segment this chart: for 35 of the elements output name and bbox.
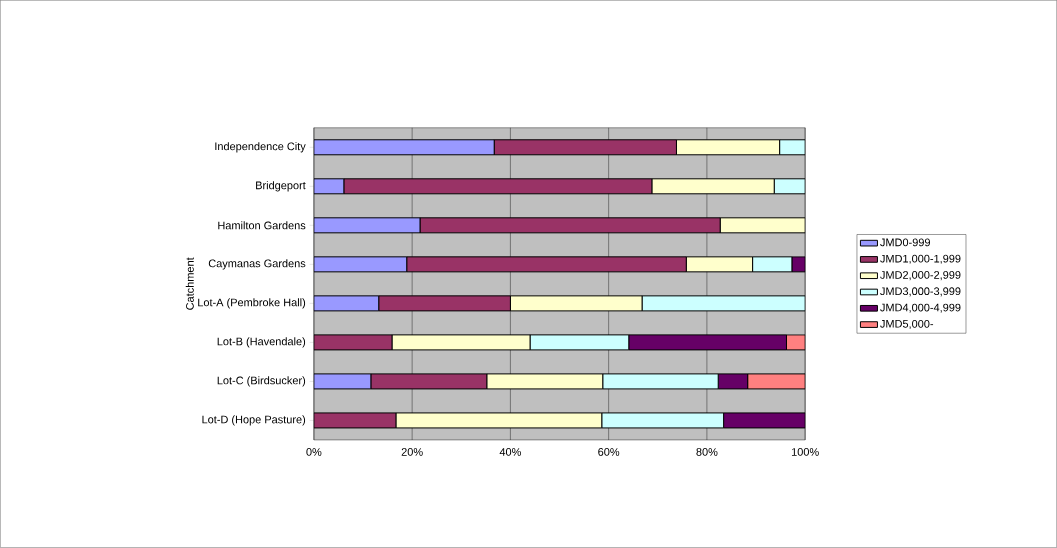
x-tick-label: 80% <box>696 448 718 456</box>
bar <box>773 178 806 195</box>
bar <box>752 256 793 273</box>
y-tick-label: Hamilton Gardens <box>218 221 306 230</box>
x-tick-label: 20% <box>401 448 423 456</box>
y-tick-label: Lot-A (Pembroke Hall) <box>198 298 306 309</box>
y-tick-label: Lot-B (Havendale) <box>217 337 306 348</box>
bar <box>313 256 408 273</box>
y-tick-label: Bridgeport <box>256 181 306 192</box>
bar <box>406 256 687 273</box>
bar <box>719 217 806 234</box>
bar <box>675 139 781 156</box>
legend-label: JMD1,000-1,999 <box>880 254 961 264</box>
x-tick-label: 0% <box>306 448 322 456</box>
y-tick-label: Lot-D (Hope Pasture) <box>202 415 306 426</box>
bar <box>685 256 754 273</box>
y-tick-label: Lot-C (Birdsucker) <box>217 376 306 387</box>
bar <box>419 217 721 234</box>
bar <box>651 178 775 195</box>
x-tick-label: 40% <box>499 448 521 456</box>
legend-label: JMD4,000-4,999 <box>880 303 961 313</box>
y-axis-title: Catchment <box>185 257 194 310</box>
bar <box>493 139 677 156</box>
bar <box>313 139 495 156</box>
legend-label: JMD0-999 <box>880 238 930 247</box>
x-tick-label: 60% <box>598 448 620 456</box>
y-tick-label: Independence City <box>215 142 306 153</box>
legend-label: JMD5,000- <box>880 320 934 330</box>
legend-label: JMD2,000-2,999 <box>880 271 961 281</box>
x-tick-label: 100% <box>791 448 819 456</box>
bar <box>313 217 421 234</box>
y-tick-label: Caymanas Gardens <box>208 259 306 270</box>
bar <box>343 178 653 195</box>
legend-label: JMD3,000-3,999 <box>880 287 961 297</box>
bar <box>779 139 806 156</box>
